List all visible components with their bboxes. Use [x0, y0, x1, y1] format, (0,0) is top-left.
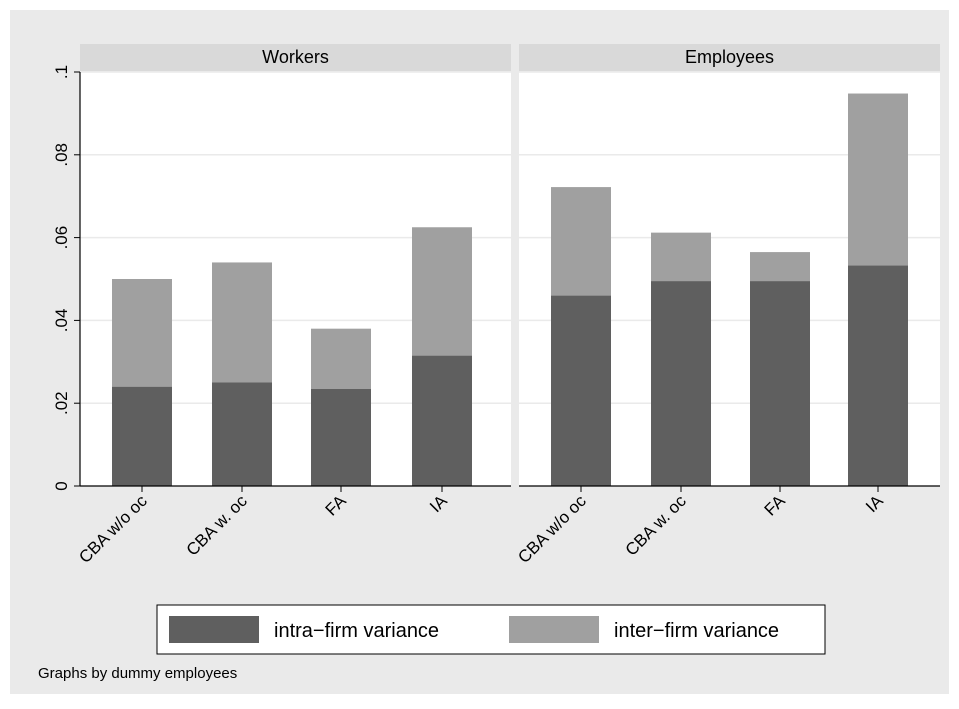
panel-title-1: Employees [685, 47, 774, 67]
y-tick-label-0: 0 [52, 481, 71, 490]
bar-inter-0-1 [212, 262, 272, 383]
legend-swatch-intra [169, 616, 259, 643]
bar-inter-0-2 [311, 328, 371, 389]
y-tick-label-4: .08 [52, 143, 71, 167]
legend-label-inter: inter−firm variance [614, 620, 779, 642]
bar-intra-0-3 [412, 355, 472, 486]
bar-inter-1-1 [651, 232, 711, 282]
bar-intra-1-3 [848, 265, 908, 486]
bar-inter-1-3 [848, 93, 908, 266]
bar-intra-1-2 [750, 281, 810, 486]
legend-label-intra: intra−firm variance [274, 620, 439, 642]
bar-intra-0-0 [112, 386, 172, 486]
bar-inter-1-2 [750, 252, 810, 282]
panel-header-1 [519, 44, 940, 71]
y-tick-label-3: .06 [52, 226, 71, 250]
y-tick-label-1: .02 [52, 391, 71, 415]
panel-title-0: Workers [262, 47, 329, 67]
y-tick-label-2: .04 [52, 309, 71, 333]
bar-intra-1-1 [651, 281, 711, 486]
bar-intra-1-0 [551, 295, 611, 486]
legend-box [156, 604, 826, 655]
bar-inter-1-0 [551, 187, 611, 296]
bar-inter-0-3 [412, 227, 472, 356]
bar-inter-0-0 [112, 279, 172, 387]
legend-swatch-inter [509, 616, 599, 643]
graph-note: Graphs by dummy employees [38, 665, 237, 682]
bar-intra-0-1 [212, 382, 272, 486]
y-tick-label-5: .1 [52, 65, 71, 79]
bar-intra-0-2 [311, 388, 371, 486]
panel-header-0 [80, 44, 511, 71]
